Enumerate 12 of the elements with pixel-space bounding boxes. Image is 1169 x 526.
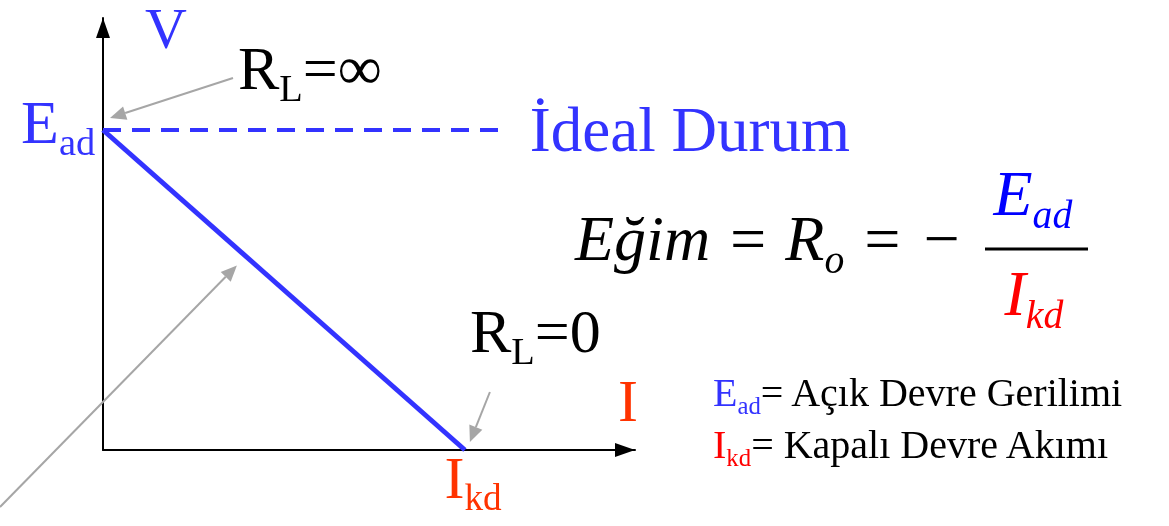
- y-axis-title: V: [145, 0, 187, 61]
- text: E$_{ad}$: [993, 158, 1073, 237]
- annotation: R$_{L}$=0: [469, 297, 601, 373]
- text: I$_{kd}$: [1004, 258, 1064, 337]
- annotation: I$_{kd}$: [444, 445, 502, 518]
- text: I$_{kd}$= Kapalı Devre Akımı: [713, 422, 1109, 471]
- text: R$_{L}$=∞: [238, 34, 383, 110]
- annotation: Eğim = R$_{o}$ = −: [575, 203, 963, 282]
- text: E$_{ad}$: [21, 88, 96, 164]
- ref-line-label: İdeal Durum: [529, 95, 851, 165]
- text: E$_{ad}$= Açık Devre Gerilimi: [713, 370, 1123, 419]
- x-axis-title: I: [618, 368, 638, 434]
